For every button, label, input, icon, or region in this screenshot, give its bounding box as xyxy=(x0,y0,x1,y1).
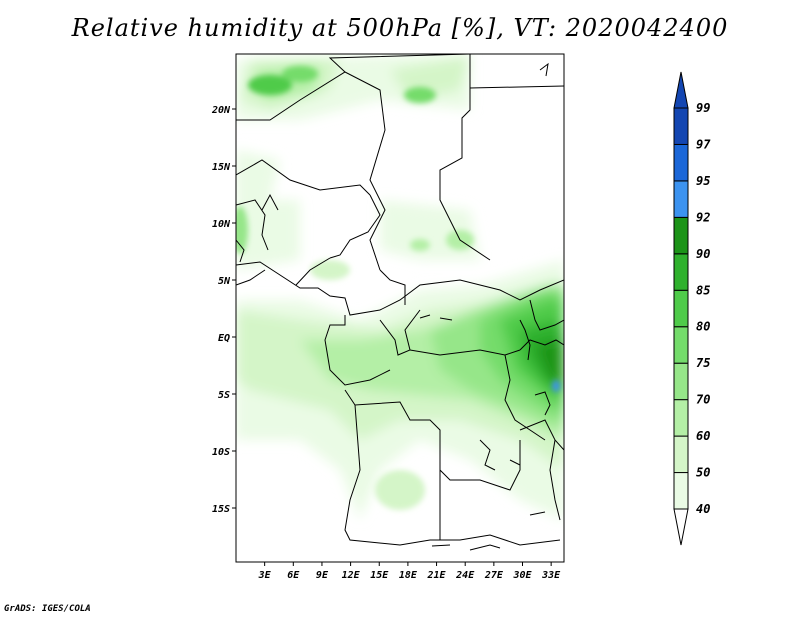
colorbar-swatch xyxy=(673,180,689,218)
humidity-shading-detail xyxy=(236,66,560,510)
country-borders xyxy=(236,54,564,551)
colorbar-lower-triangle xyxy=(673,508,689,546)
colorbar-swatch xyxy=(673,216,689,255)
x-tick-label: 21E xyxy=(427,570,447,581)
colorbar-label: 99 xyxy=(696,101,710,115)
y-tick-label: EQ xyxy=(218,333,230,344)
colorbar-label: 92 xyxy=(696,210,710,224)
colorbar-label: 95 xyxy=(696,174,710,188)
y-tick-label: 10S xyxy=(212,447,230,458)
y-tick-label: 15N xyxy=(212,162,231,173)
colorbar-upper-triangle xyxy=(673,71,689,109)
humidity-field xyxy=(236,54,564,520)
y-tick-label: 15S xyxy=(212,504,230,515)
y-axis: 20N 15N 10N 5N EQ 5S 10S 15S xyxy=(211,105,236,515)
colorbar-label: 80 xyxy=(696,320,710,334)
colorbar-label: 40 xyxy=(696,502,710,516)
colorbar-label: 97 xyxy=(696,137,711,151)
y-tick-label: 20N xyxy=(211,105,231,116)
x-tick-label: 24E xyxy=(455,570,475,581)
colorbar-label: 90 xyxy=(696,247,710,261)
colorbar-swatch xyxy=(673,253,689,291)
colorbar-label: 50 xyxy=(696,466,710,480)
y-tick-label: 5N xyxy=(218,276,231,287)
colorbar-label: 75 xyxy=(696,356,710,370)
colorbar: 40 50 60 70 75 80 85 90 92 95 97 99 xyxy=(673,71,711,546)
colorbar-swatch xyxy=(673,289,689,328)
plot-frame xyxy=(235,53,565,563)
colorbar-swatch xyxy=(673,399,689,437)
x-tick-label: 6E xyxy=(287,570,300,581)
colorbar-swatch xyxy=(673,326,689,364)
y-tick-label: 5S xyxy=(218,390,230,401)
colorbar-swatch xyxy=(673,472,689,510)
x-tick-label: 33E xyxy=(541,570,561,581)
map-title: Relative humidity at 500hPa [%], VT: 202… xyxy=(71,14,729,42)
x-tick-label: 18E xyxy=(399,570,418,581)
colorbar-label: 60 xyxy=(696,429,710,443)
colorbar-label: 85 xyxy=(696,283,710,297)
colorbar-swatch xyxy=(673,143,689,182)
colorbar-swatch xyxy=(673,362,689,401)
colorbar-swatch xyxy=(673,107,689,145)
colorbar-swatch xyxy=(673,435,689,474)
x-axis: 3E 6E 9E 12E 15E 18E 21E 24E 27E 30E 33E xyxy=(258,562,561,581)
x-tick-label: 27E xyxy=(484,570,504,581)
x-tick-label: 12E xyxy=(342,570,361,581)
x-tick-label: 9E xyxy=(316,570,329,581)
x-tick-label: 30E xyxy=(512,570,532,581)
x-tick-label: 15E xyxy=(370,570,389,581)
x-tick-label: 3E xyxy=(258,570,272,581)
colorbar-label: 70 xyxy=(696,393,710,407)
humidity-shading-light xyxy=(236,54,564,520)
credit-text: GrADS: IGES/COLA xyxy=(4,604,91,614)
y-tick-label: 10N xyxy=(212,219,231,230)
